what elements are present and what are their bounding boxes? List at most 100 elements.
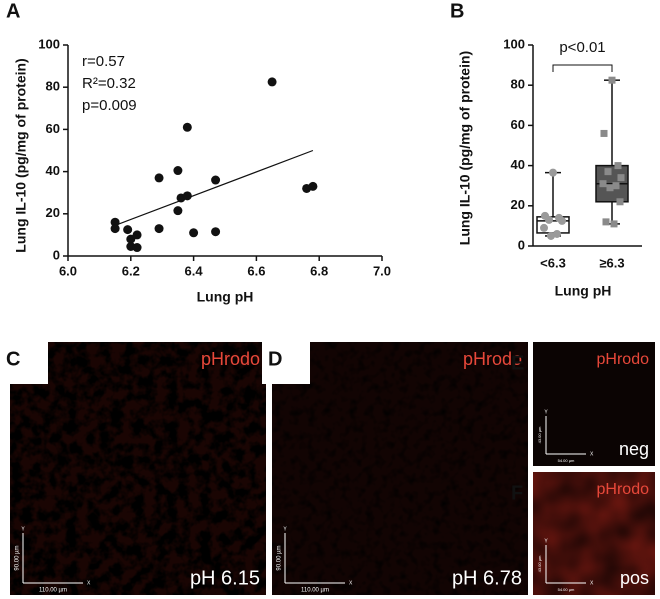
data-point	[110, 224, 120, 234]
x-tick-label: 6.6	[247, 263, 265, 278]
panel-letter: E	[511, 352, 524, 374]
scale-x-label: 54.00 µm	[558, 587, 575, 592]
image-caption: pH 6.78	[452, 567, 522, 589]
panel-letter: C	[6, 348, 20, 370]
axis-y-letter: Y	[21, 526, 25, 532]
y-tick-label: 60	[46, 121, 60, 136]
image-d	[272, 342, 528, 595]
data-point	[617, 174, 625, 182]
scale-y-label: 90.00 µm	[15, 545, 21, 570]
scale-y-label: 90.00 µm	[277, 545, 283, 570]
data-point	[600, 129, 608, 137]
data-point	[182, 191, 192, 201]
y-tick-label: 20	[46, 205, 60, 220]
data-point	[604, 168, 612, 176]
data-point	[553, 229, 561, 238]
y-axis-title: Lung IL-10 (pg/mg of protein)	[457, 51, 473, 245]
image-caption: pos	[620, 568, 649, 588]
letter-notch	[262, 340, 310, 384]
data-point	[610, 220, 618, 228]
panel-letter: B	[450, 0, 464, 22]
data-point	[547, 231, 555, 240]
data-point	[599, 180, 607, 188]
stat-annotation: r=0.57	[82, 53, 125, 70]
y-axis-title: Lung IL-10 (pg/mg of protein)	[13, 58, 29, 252]
data-point	[211, 227, 221, 237]
axis-y-letter: Y	[544, 538, 548, 544]
axis-x-letter: X	[87, 580, 91, 586]
x-tick-label: 6.2	[122, 263, 140, 278]
image-caption: neg	[619, 439, 649, 459]
y-tick-label: 0	[518, 237, 525, 252]
scale-x-label: 110.00 µm	[301, 588, 329, 594]
image-f	[533, 472, 655, 595]
data-point	[211, 175, 221, 185]
stain-label: pHrodo	[597, 351, 650, 368]
axis-y-letter: Y	[544, 409, 548, 415]
data-point	[267, 77, 277, 87]
x-tick-label: <6.3	[540, 255, 566, 270]
data-point	[558, 216, 566, 225]
data-point	[545, 215, 553, 224]
scale-y-label: 43.00 µm	[537, 426, 542, 443]
y-tick-label: 20	[511, 197, 525, 212]
x-tick-label: 6.4	[185, 263, 204, 278]
y-tick-label: 60	[511, 117, 525, 132]
scale-y-label: 43.00 µm	[537, 555, 542, 572]
data-point	[602, 218, 610, 226]
data-point	[154, 224, 164, 234]
x-tick-label: 6.0	[59, 263, 77, 278]
image-caption: pH 6.15	[190, 567, 260, 589]
axis-x-letter: X	[590, 580, 594, 586]
letter-notch	[0, 340, 48, 384]
x-tick-label: 6.8	[310, 263, 328, 278]
stain-label: pHrodo	[201, 349, 260, 369]
panel-letter: F	[511, 482, 523, 504]
x-tick-label: ≥6.3	[599, 255, 624, 270]
data-point	[308, 181, 318, 191]
data-point	[606, 184, 614, 192]
image-c	[10, 342, 266, 595]
y-tick-label: 100	[38, 36, 60, 51]
data-point	[608, 76, 616, 84]
scale-x-label: 110.00 µm	[39, 588, 67, 594]
data-point	[612, 182, 620, 190]
data-point	[123, 225, 133, 235]
image-e	[533, 342, 655, 466]
scale-x-label: 54.00 µm	[558, 458, 575, 463]
data-point	[614, 162, 622, 170]
axis-x-letter: X	[590, 451, 594, 457]
y-tick-label: 0	[53, 247, 60, 262]
data-point	[173, 166, 183, 176]
data-point	[189, 228, 199, 238]
data-point	[549, 168, 557, 177]
axis-x-letter: X	[349, 580, 353, 586]
y-tick-label: 80	[511, 77, 525, 92]
x-axis-title: Lung pH	[555, 283, 612, 299]
data-point	[182, 122, 192, 132]
x-tick-label: 7.0	[373, 263, 391, 278]
data-point	[616, 198, 624, 206]
axis-y-letter: Y	[283, 526, 287, 532]
significance-label: p<0.01	[559, 39, 605, 56]
y-tick-label: 100	[503, 36, 525, 51]
stat-annotation: R²=0.32	[82, 75, 136, 92]
significance-bracket	[552, 64, 613, 72]
data-point	[110, 217, 120, 227]
stat-annotation: p=0.009	[82, 97, 137, 114]
data-point	[154, 173, 164, 183]
data-point	[132, 230, 142, 240]
data-point	[132, 243, 142, 253]
x-axis-title: Lung pH	[197, 289, 254, 305]
panel-letter: D	[268, 348, 282, 370]
y-tick-label: 40	[46, 163, 60, 178]
y-tick-label: 40	[511, 157, 525, 172]
panel-letter: A	[6, 0, 20, 22]
data-point	[173, 206, 183, 216]
stain-label: pHrodo	[597, 481, 650, 498]
stain-label: pHrodo	[463, 349, 522, 369]
y-tick-label: 80	[46, 79, 60, 94]
data-point	[540, 223, 548, 232]
fit-line	[114, 149, 314, 226]
